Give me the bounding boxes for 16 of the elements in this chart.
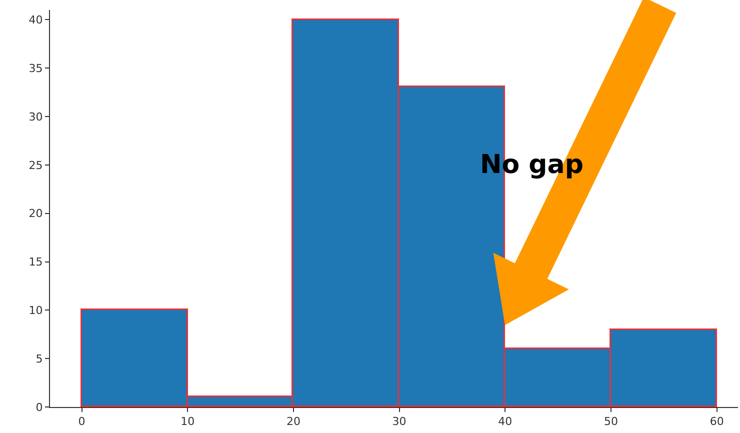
y-tick-label: 5	[36, 352, 43, 366]
x-tick-label: 0	[78, 415, 86, 428]
x-tick-label: 40	[498, 415, 512, 428]
x-tick-label: 10	[180, 415, 195, 428]
x-tick-label: 20	[286, 415, 300, 428]
x-tick-label: 60	[710, 415, 724, 428]
y-tick-label: 25	[28, 158, 43, 172]
y-tick-label: 0	[36, 400, 43, 414]
y-tick-label: 10	[28, 304, 43, 318]
y-tick-label: 20	[28, 207, 43, 220]
y-tick-label: 15	[28, 256, 43, 269]
x-tick-label: 50	[604, 415, 618, 428]
y-tick-label: 30	[28, 110, 43, 124]
y-tick-label: 35	[28, 62, 43, 75]
x-tick-label: 30	[392, 415, 406, 428]
y-tick-label: 40	[28, 14, 43, 27]
